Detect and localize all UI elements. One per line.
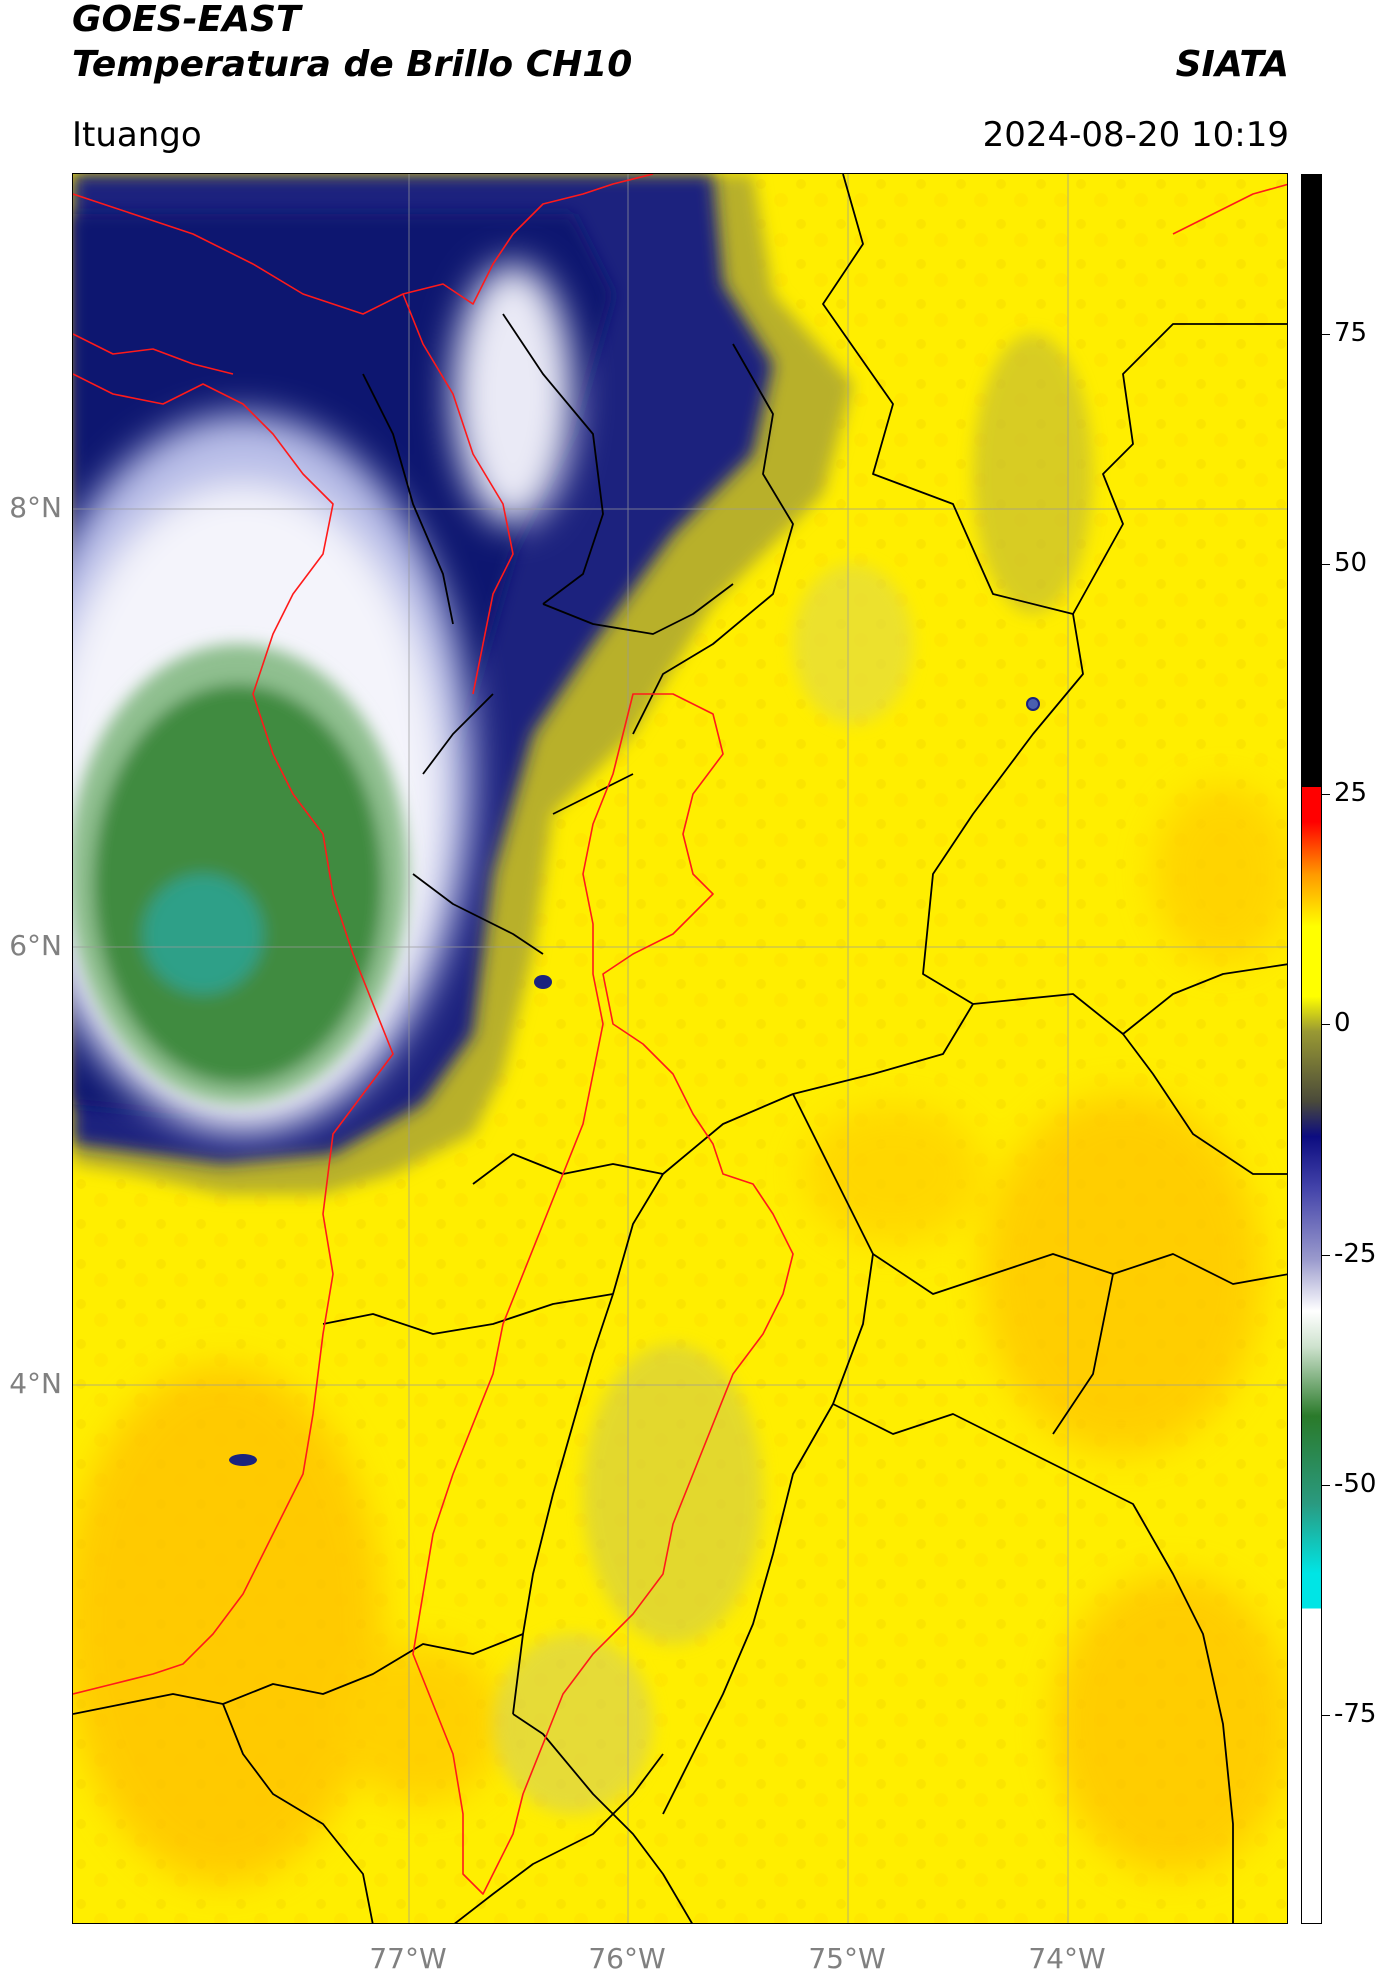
- colorbar-tick: [1322, 564, 1330, 565]
- lat-label-4n: 4°N: [9, 1367, 62, 1400]
- satellite-map: [72, 173, 1288, 1924]
- lat-label-8n: 8°N: [9, 491, 62, 524]
- lon-label-74w: 74°W: [1028, 1942, 1106, 1975]
- coastlines-and-department: [73, 174, 1287, 1895]
- colorbar-tick: [1322, 794, 1330, 795]
- title-line-1: GOES-EAST: [72, 0, 301, 40]
- colorbar-tick: [1322, 1024, 1330, 1025]
- lat-label-6n: 6°N: [9, 929, 62, 962]
- temperature-colorbar: [1301, 174, 1322, 1924]
- lon-label-77w: 77°W: [369, 1942, 447, 1975]
- map-canvas: [73, 174, 1287, 1923]
- colorbar-label-minus-75: -75: [1334, 1699, 1377, 1729]
- colorbar-tick: [1322, 1485, 1330, 1486]
- colorbar-label-minus-25: -25: [1334, 1239, 1377, 1269]
- lon-label-75w: 75°W: [808, 1942, 886, 1975]
- title-line-2: Temperatura de Brillo CH10: [72, 44, 633, 85]
- colorbar-label-75: 75: [1334, 318, 1368, 348]
- colorbar-tick: [1322, 334, 1330, 335]
- colorbar-tick: [1322, 1255, 1330, 1256]
- colorbar-tick: [1322, 1715, 1330, 1716]
- lon-label-76w: 76°W: [588, 1942, 666, 1975]
- admin-borders: [73, 174, 1287, 1923]
- agency-label: SIATA: [1175, 44, 1289, 85]
- cold-cloud-spots: [229, 697, 1040, 1466]
- colorbar-label-50: 50: [1334, 548, 1368, 578]
- datetime-label: 2024-08-20 10:19: [982, 115, 1289, 155]
- colorbar-label-minus-50: -50: [1334, 1469, 1377, 1499]
- coldest-green-core: [73, 644, 408, 1104]
- location-label: Ituango: [72, 115, 202, 155]
- colorbar-label-0: 0: [1334, 1008, 1351, 1038]
- colorbar-label-25: 25: [1334, 778, 1368, 808]
